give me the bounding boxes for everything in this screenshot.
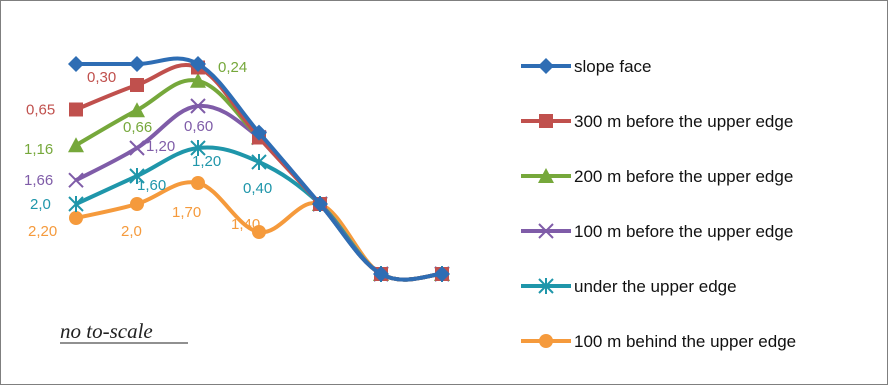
- data-point: [190, 140, 206, 156]
- data-label: 1,16: [24, 141, 53, 158]
- legend-marker: [539, 334, 553, 348]
- data-point: [130, 197, 144, 211]
- data-point: [312, 196, 328, 212]
- data-point: [68, 172, 84, 188]
- series-0: [68, 56, 450, 282]
- data-point: [129, 168, 145, 184]
- data-point: [252, 225, 266, 239]
- legend-marker: [538, 278, 554, 294]
- data-label: 2,0: [30, 196, 51, 213]
- data-point: [251, 154, 267, 170]
- data-point: [434, 266, 450, 282]
- data-label: 2,20: [28, 223, 57, 240]
- data-label: 0,66: [123, 119, 152, 136]
- legend-label: 100 m behind the upper edge: [574, 332, 796, 351]
- data-label: 0,30: [87, 69, 116, 86]
- data-label: 1,20: [192, 153, 221, 170]
- legend-item: 100 m before the upper edge: [521, 222, 793, 241]
- data-point: [129, 56, 145, 72]
- data-label: 0,65: [26, 102, 55, 119]
- legend-label: 100 m before the upper edge: [574, 222, 793, 241]
- data-point: [69, 102, 83, 117]
- data-point: [251, 124, 267, 141]
- data-label: 1,60: [137, 177, 166, 194]
- legend-label: 300 m before the upper edge: [574, 112, 793, 131]
- legend-item: 200 m before the upper edge: [521, 167, 793, 186]
- data-point: [190, 98, 206, 114]
- data-label: 0,40: [243, 180, 272, 197]
- data-point: [68, 196, 84, 212]
- series-line: [75, 63, 443, 282]
- legend-marker: [539, 114, 553, 128]
- data-point: [190, 56, 206, 72]
- data-point: [190, 72, 206, 88]
- data-point: [129, 140, 145, 156]
- data-point: [68, 137, 84, 153]
- legend-label: 200 m before the upper edge: [574, 167, 793, 186]
- data-point: [68, 56, 84, 72]
- legend-marker: [538, 223, 554, 239]
- series-4: [68, 140, 450, 282]
- data-label: 1,70: [172, 204, 201, 221]
- legend-item: under the upper edge: [521, 277, 737, 296]
- data-point: [69, 211, 83, 225]
- data-label: 1,40: [231, 216, 260, 233]
- data-point: [191, 176, 205, 190]
- data-label: 1,20: [146, 138, 175, 155]
- data-label: 1,66: [24, 172, 53, 189]
- legend-item: slope face: [521, 57, 652, 76]
- data-point: [130, 78, 144, 92]
- legend-item: 100 m behind the upper edge: [521, 332, 796, 351]
- series-1: [69, 60, 449, 282]
- legend-marker: [538, 168, 554, 183]
- legend-label: under the upper edge: [574, 277, 737, 296]
- legend-marker: [538, 58, 554, 74]
- series-2: [68, 72, 450, 282]
- scale-note: no to-scale: [60, 319, 153, 343]
- data-point: [373, 266, 389, 282]
- data-point: [129, 102, 145, 118]
- data-label: 0,60: [184, 118, 213, 135]
- legend-label: slope face: [574, 57, 652, 76]
- data-label: 0,24: [218, 59, 247, 76]
- legend-item: 300 m before the upper edge: [521, 112, 793, 131]
- data-label: 2,0: [121, 223, 142, 240]
